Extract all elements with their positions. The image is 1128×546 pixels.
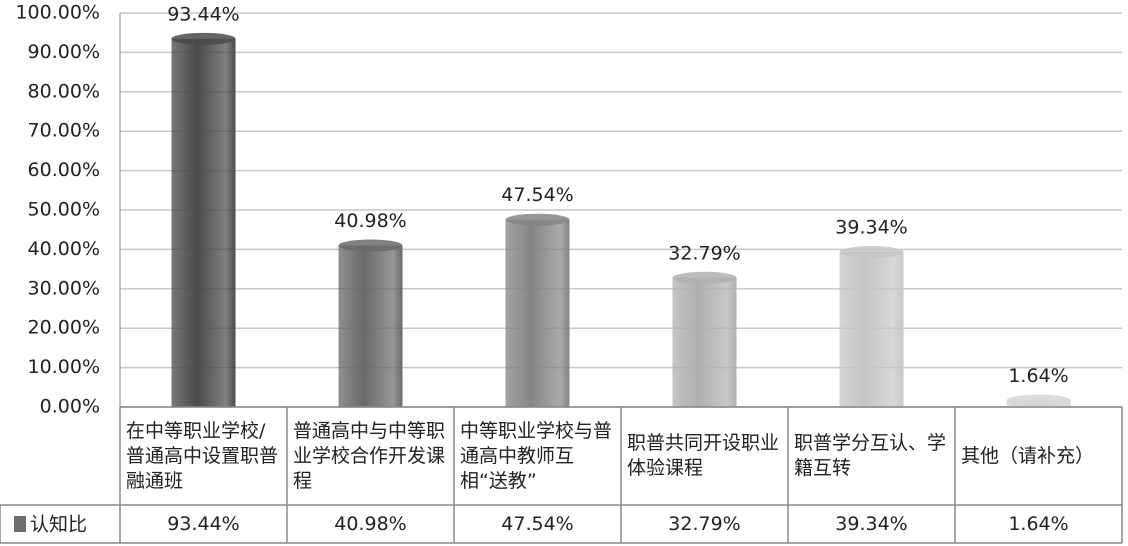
legend-label: 认知比 (30, 514, 87, 536)
bar-cap (338, 239, 403, 252)
category-label: 职普共同开设职业体验课程 (627, 432, 780, 479)
category-label: 普通高中与中等职业学校合作开发课程 (293, 419, 446, 492)
y-tick-label: 80.00% (28, 80, 100, 102)
bar (338, 245, 403, 407)
y-tick-label: 70.00% (28, 120, 100, 142)
bar-cap (171, 32, 236, 45)
data-label: 47.54% (501, 184, 573, 206)
data-label: 32.79% (668, 242, 740, 264)
y-tick-label: 10.00% (28, 356, 100, 378)
category-label: 职普学分互认、学籍互转 (794, 432, 947, 479)
table-value: 93.44% (167, 512, 240, 535)
y-tick-label: 100.00% (15, 2, 100, 24)
category-label: 在中等职业学校/普通高中设置职普融通班 (126, 419, 279, 492)
y-tick-label: 30.00% (28, 277, 100, 299)
table-value: 40.98% (334, 512, 407, 535)
data-label: 1.64% (1008, 365, 1068, 387)
table-value: 32.79% (668, 512, 741, 535)
y-tick-label: 40.00% (28, 238, 100, 260)
bar-cap (672, 271, 737, 284)
data-label: 40.98% (334, 210, 406, 232)
bar (672, 277, 737, 407)
table-value: 1.64% (1008, 512, 1069, 535)
bar-cap (505, 213, 570, 226)
y-tick-label: 50.00% (28, 199, 100, 221)
y-tick-label: 60.00% (28, 159, 100, 181)
data-label: 39.34% (835, 217, 907, 239)
bar (505, 219, 570, 407)
y-tick-label: 0.00% (40, 396, 100, 418)
table-value: 39.34% (835, 512, 908, 535)
data-label: 93.44% (167, 3, 239, 25)
category-label: 其他（请补充） (961, 444, 1095, 467)
bar-cap (839, 246, 904, 259)
legend-swatch (14, 516, 26, 532)
bar (839, 252, 904, 407)
bar (171, 38, 236, 407)
y-tick-label: 20.00% (28, 317, 100, 339)
table-value: 47.54% (501, 512, 574, 535)
category-label: 中等职业学校与普通高中教师互相“送教” (460, 419, 613, 492)
bar-cap (1006, 394, 1071, 407)
y-tick-label: 90.00% (28, 41, 100, 63)
